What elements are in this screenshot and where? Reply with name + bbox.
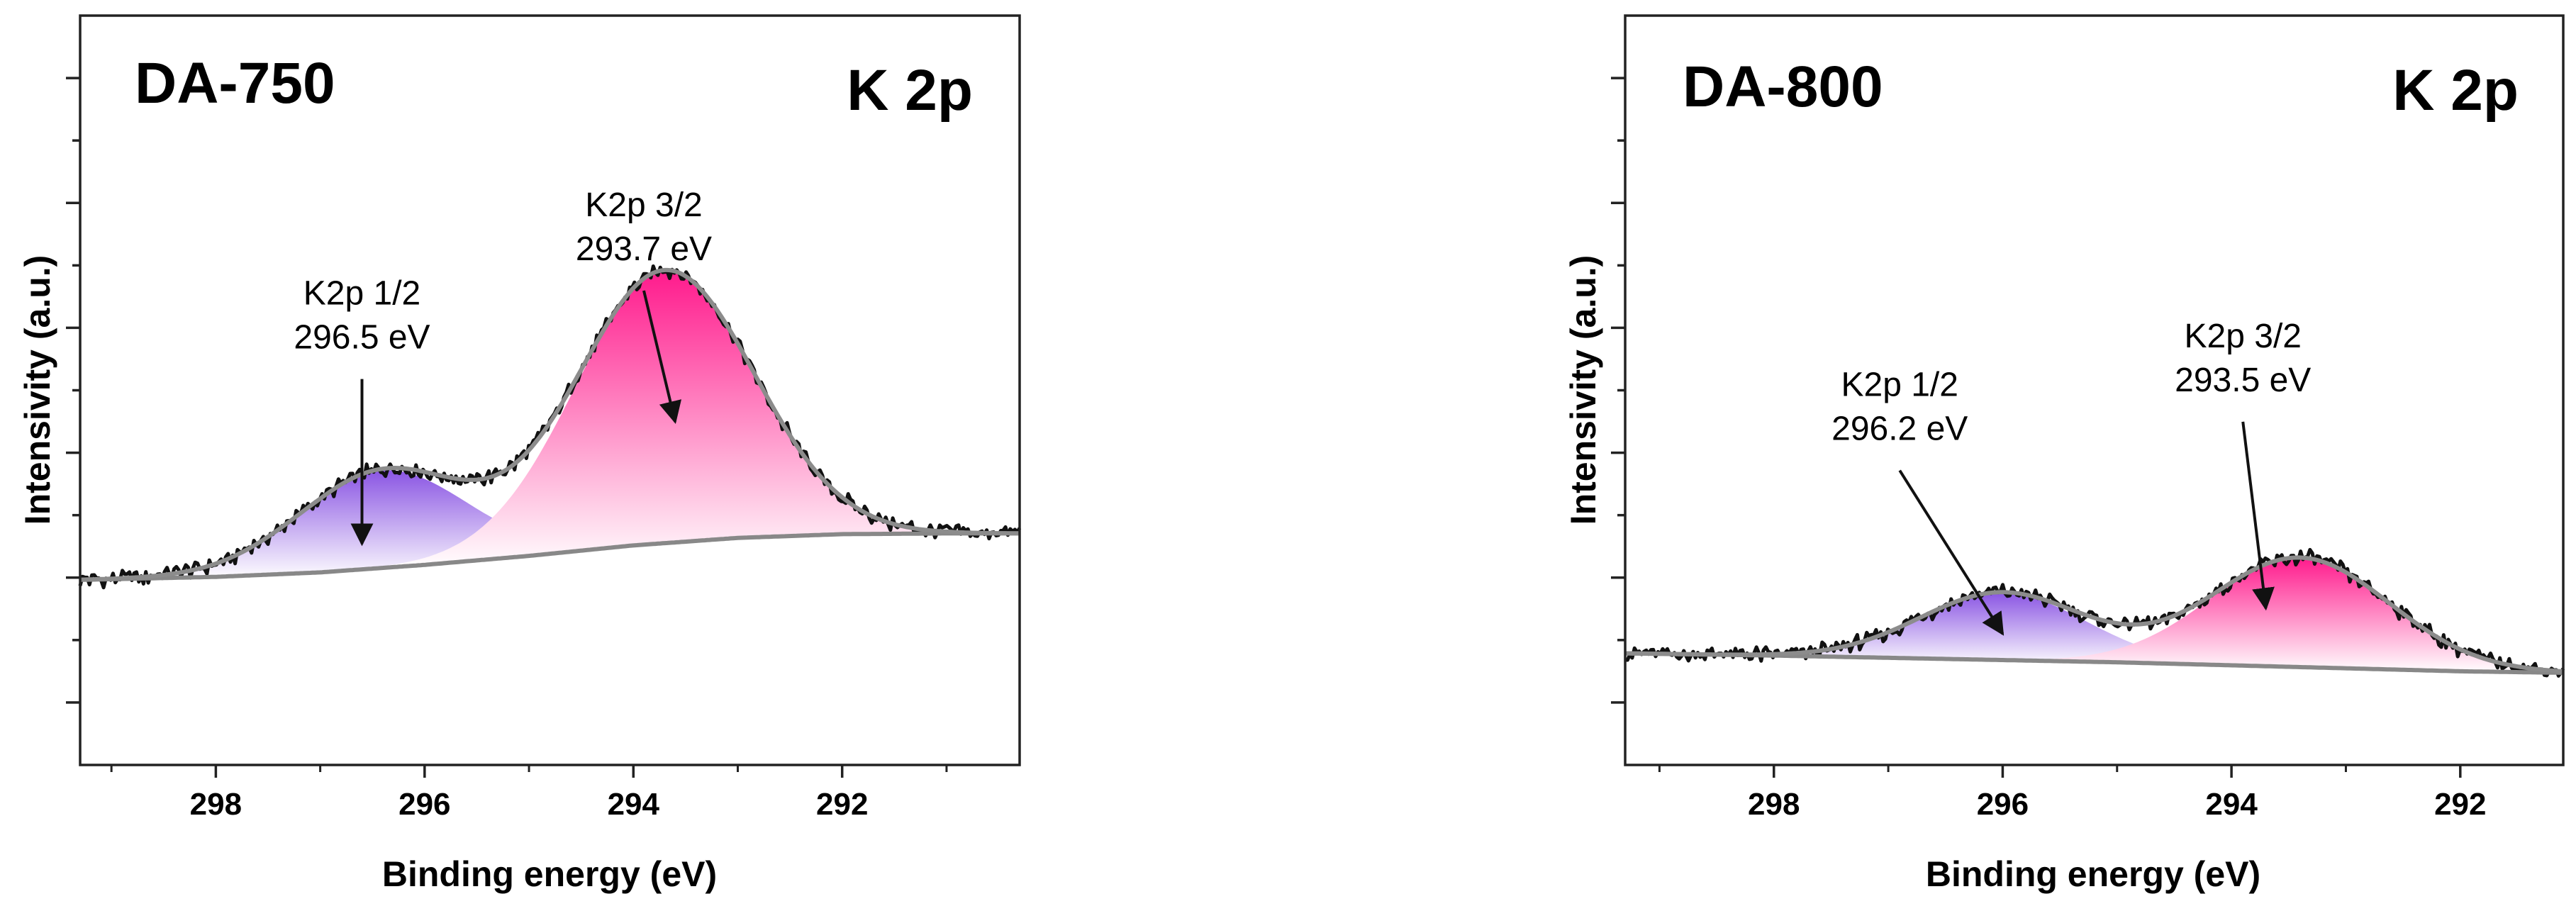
peak-label: K2p 3/2	[2185, 318, 2302, 355]
peak-energy-label: 293.7 eV	[576, 230, 712, 268]
envelope-fit-line	[1624, 555, 2564, 674]
fit-lines	[1624, 547, 2565, 678]
x-tick-label: 296	[398, 787, 450, 822]
background-line	[79, 531, 1020, 582]
annotation-arrow	[2241, 421, 2275, 611]
plot-frame	[79, 14, 1021, 766]
x-axis-title: Binding energy (eV)	[382, 854, 717, 894]
x-tick-label: 298	[190, 787, 242, 822]
x-tick-label: 294	[2205, 787, 2258, 822]
sample-label: DA-750	[135, 51, 335, 116]
x-tick-label: 298	[1748, 787, 1800, 822]
peak-annotations: K2p 1/2 296.5 eV K2p 3/2 293.7 eV	[294, 186, 712, 547]
annotation-arrow	[1898, 469, 2005, 636]
peak-fill	[1997, 557, 2563, 673]
region-label: K 2p	[2392, 58, 2519, 123]
peak-label: K2p 1/2	[1841, 367, 1958, 404]
sample-label: DA-800	[1683, 55, 1883, 119]
peak-energy-label: 293.5 eV	[2175, 362, 2311, 399]
x-tick-label: 296	[1977, 787, 2029, 822]
x-tick-label: 294	[608, 787, 660, 822]
peak-annotations: K2p 1/2 296.2 eV K2p 3/2 293.5 eV	[1831, 318, 2311, 636]
y-axis-title: Intensivity (a.u.)	[18, 255, 57, 525]
plot-frame	[1624, 14, 2565, 766]
x-axis-title: Binding energy (eV)	[1926, 854, 2260, 894]
panel-da-750: 298 296 294 292 K2p 1/2 296.5 eV K2p 3/2 293.7…	[18, 14, 1022, 894]
envelope-fit-line	[79, 267, 1020, 582]
x-tick-label: 292	[2434, 787, 2486, 822]
region-label: K 2p	[847, 58, 973, 123]
peak-energy-label: 296.5 eV	[294, 319, 430, 357]
peak-energy-label: 296.2 eV	[1831, 410, 1968, 448]
axis-ticks: 298 296 294 292	[66, 77, 948, 822]
panel-da-800: 298 296 294 292 K2p 1/2 296.2 eV K2p 3/2 293.5…	[1563, 14, 2565, 894]
fit-lines	[78, 264, 1022, 590]
annotation-arrow	[642, 290, 682, 425]
axis-ticks: 298 296 294 292	[1611, 77, 2487, 822]
x-tick-label: 292	[816, 787, 868, 822]
y-axis-title: Intensivity (a.u.)	[1563, 255, 1603, 525]
peak-label: K2p 1/2	[303, 275, 420, 313]
peak-label: K2p 3/2	[585, 186, 702, 224]
